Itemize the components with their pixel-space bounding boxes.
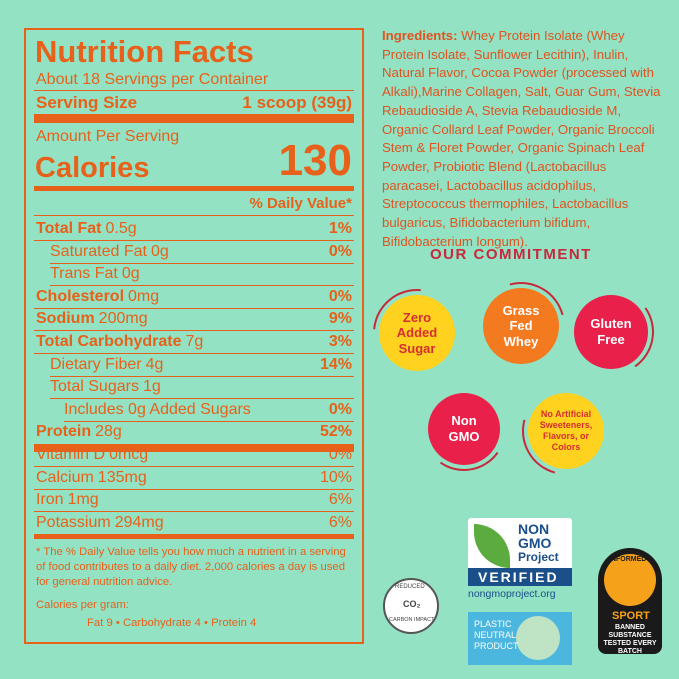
daily-value: 6% — [328, 491, 352, 509]
plastic-text: PLASTIC — [474, 619, 512, 629]
nutrient-amount: 135mg — [97, 468, 147, 486]
rule — [34, 466, 354, 467]
commitment-badge: No Artificial Sweeteners, Flavors, or Co… — [528, 393, 604, 469]
plastic-text: NEUTRAL — [474, 630, 517, 640]
nutrient-amount: 0mg — [128, 287, 160, 305]
daily-value: 3% — [328, 333, 352, 350]
nutrient-name: Iron 1mg — [36, 491, 99, 509]
informed-text: INFORMED — [609, 556, 647, 563]
daily-value: 0% — [328, 242, 352, 260]
rule — [34, 330, 354, 332]
nutrient-amount: 0.5g — [105, 220, 137, 237]
rule — [34, 307, 354, 309]
rule — [34, 533, 354, 539]
ingredients-label: Ingredients: — [382, 28, 458, 43]
daily-value: 0% — [328, 400, 352, 418]
commitment-badge: Gluten Free — [574, 295, 648, 369]
nutrition-label — [24, 28, 364, 644]
nutrient-amount: 0g — [150, 242, 169, 260]
calories-per-gram-label: Calories per gram: — [36, 599, 129, 611]
nutrient-name: Total Carbohydrate 7g — [36, 333, 204, 350]
nutrient-name: Potassium 294mg — [36, 513, 164, 531]
rule — [34, 444, 354, 453]
daily-value: 9% — [328, 310, 352, 328]
daily-value: 10% — [319, 468, 352, 486]
nutrient-name: Saturated Fat 0g — [50, 242, 169, 260]
daily-value: 6% — [328, 513, 352, 531]
nutrient-name: Dietary Fiber 4g — [50, 355, 164, 373]
commitment-title: OUR COMMITMENT — [430, 246, 592, 263]
nutrient-amount: 0mcg — [109, 446, 149, 463]
rule — [34, 240, 354, 241]
nutrient-amount: 294mg — [114, 513, 164, 531]
ingredients-text: Whey Protein Isolate (Whey Protein Isola… — [382, 28, 661, 249]
carbon-text: CARBON IMPACT — [389, 617, 435, 623]
rule — [50, 285, 354, 287]
nutrient-name: Cholesterol 0mg — [36, 287, 160, 305]
nutrient-amount: 1g — [142, 378, 161, 396]
nutrient-amount: 0g — [121, 265, 140, 283]
footnote: * The % Daily Value tells you how much a… — [36, 546, 346, 588]
informed-tag: BANNED SUBSTANCE TESTED EVERY BATCH — [603, 624, 657, 655]
commitment-badge: Non GMO — [428, 393, 500, 465]
nutrient-amount: 28g — [95, 423, 122, 441]
nutrient-name: Includes 0g Added Sugars — [64, 400, 251, 418]
rule — [50, 375, 354, 377]
non-gmo-text: Project — [518, 550, 559, 564]
label-title: Nutrition Facts — [35, 34, 254, 69]
nutrient-amount: 200mg — [98, 310, 148, 328]
calories-per-gram: Fat 9 • Carbohydrate 4 • Protein 4 — [87, 617, 257, 629]
commitment-badge: Zero Added Sugar — [379, 295, 455, 371]
servings: About 18 Servings per Container — [36, 71, 269, 88]
rule — [34, 114, 354, 123]
rule — [34, 353, 354, 354]
nutrient-amount: 4g — [145, 355, 164, 373]
daily-value: 0% — [328, 446, 352, 463]
serving-size-value: 1 scoop (39g) — [242, 93, 352, 112]
non-gmo-text: GMO — [518, 535, 552, 551]
plastic-globe — [516, 616, 560, 660]
nutrient-name: Vitamin D 0mcg — [36, 446, 149, 463]
nutrient-amount: 1mg — [67, 491, 99, 509]
rule — [50, 398, 354, 400]
calories-label: Calories — [35, 152, 150, 184]
rule — [34, 90, 354, 91]
informed-circle — [604, 554, 656, 606]
rule — [34, 215, 354, 216]
daily-value: 1% — [328, 220, 352, 237]
carbon-circle — [383, 578, 439, 634]
non-gmo-verified: VERIFIED — [478, 569, 559, 585]
informed-sport: SPORT — [612, 610, 650, 622]
rule — [34, 186, 354, 191]
carbon-text: CO₂ — [403, 599, 421, 609]
rule — [34, 488, 354, 490]
daily-value-header: % Daily Value* — [249, 195, 352, 212]
nutrient-name: Protein 28g — [36, 423, 122, 441]
daily-value: 0% — [328, 287, 352, 305]
carbon-text: REDUCED — [395, 584, 425, 590]
non-gmo-verified-bg — [468, 568, 572, 586]
rule — [64, 420, 354, 422]
amount-per-serving: Amount Per Serving — [36, 128, 180, 145]
serving-size-label: Serving Size — [36, 93, 138, 112]
commitment-badge: Grass Fed Whey — [483, 288, 559, 364]
nutrient-name: Sodium 200mg — [36, 310, 148, 328]
rule — [50, 262, 354, 264]
daily-value: 14% — [319, 355, 352, 373]
nutrient-name: Total Fat 0.5g — [36, 220, 137, 237]
ingredients: Ingredients: Whey Protein Isolate (Whey … — [382, 27, 664, 251]
plastic-text: PRODUCT — [474, 641, 519, 651]
nutrient-name: Calcium 135mg — [36, 468, 147, 486]
calories-value: 130 — [278, 136, 352, 185]
nutrient-name: Trans Fat 0g — [50, 265, 140, 283]
rule — [34, 511, 354, 513]
non-gmo-text: NON — [518, 521, 550, 537]
daily-value: 52% — [319, 423, 352, 441]
non-gmo-url: nongmoproject.org — [468, 588, 556, 600]
nutrient-name: Total Sugars 1g — [50, 378, 161, 396]
nutrient-amount: 7g — [185, 333, 204, 350]
